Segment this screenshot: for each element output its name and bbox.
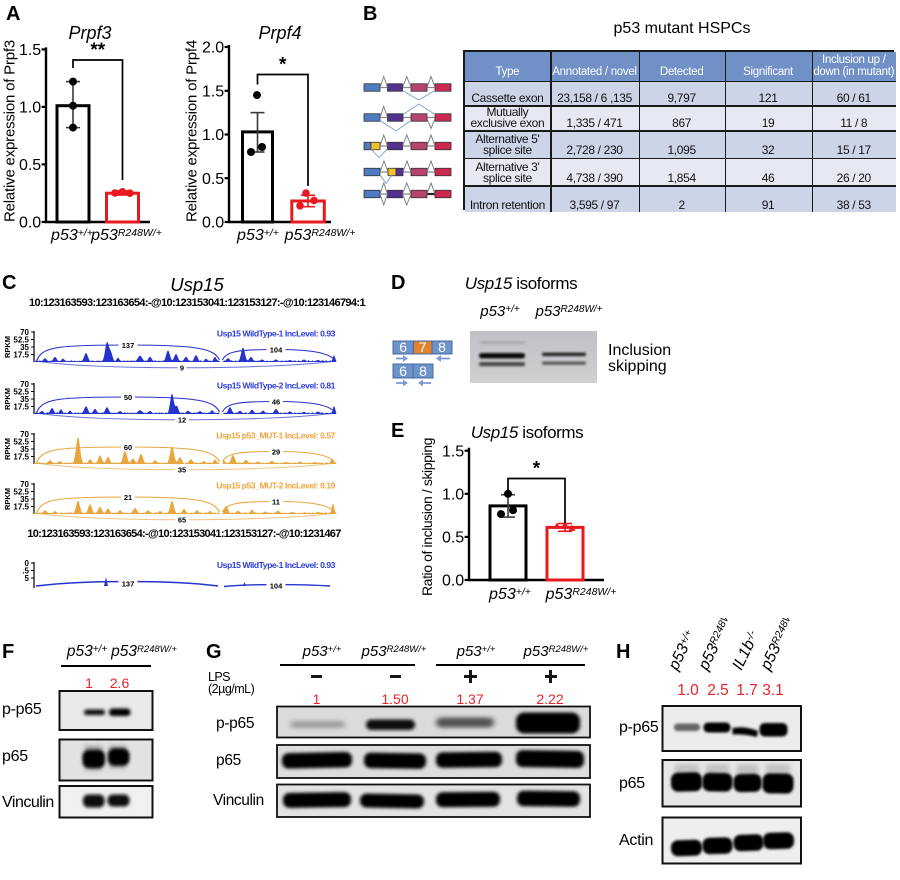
svg-text:35: 35 xyxy=(20,495,29,504)
svg-text:1.5: 1.5 xyxy=(442,443,464,460)
svg-text:0.5: 0.5 xyxy=(202,171,224,188)
svg-text:RPKM: RPKM xyxy=(3,336,12,358)
svg-text:**: ** xyxy=(90,40,105,61)
svg-text:1.0: 1.0 xyxy=(202,127,224,144)
svg-text:0: 0 xyxy=(25,559,30,568)
svg-text:Usp15 p53_MUT-2 IncLevel: 0.19: Usp15 p53_MUT-2 IncLevel: 0.19 xyxy=(216,481,335,491)
svg-text:0.5: 0.5 xyxy=(19,157,41,174)
svg-text:52.5: 52.5 xyxy=(13,336,29,345)
svg-text:RPKM: RPKM xyxy=(3,438,12,460)
svg-text:11: 11 xyxy=(272,498,280,507)
svg-text:70: 70 xyxy=(20,328,29,337)
svg-text:70: 70 xyxy=(20,380,29,389)
svg-text:8: 8 xyxy=(438,339,446,355)
svg-text:52.5: 52.5 xyxy=(13,488,29,497)
svg-text:52.5: 52.5 xyxy=(13,388,29,397)
svg-text:50: 50 xyxy=(124,393,132,402)
svg-text:RPKM: RPKM xyxy=(3,488,12,510)
svg-text:2.0: 2.0 xyxy=(202,40,224,57)
svg-text:21: 21 xyxy=(124,493,132,502)
svg-text:12: 12 xyxy=(178,416,186,425)
svg-text:1.5: 1.5 xyxy=(202,84,224,101)
svg-text:17.5: 17.5 xyxy=(13,453,29,462)
svg-text:52.5: 52.5 xyxy=(13,438,29,447)
svg-text:17.5: 17.5 xyxy=(13,403,29,412)
svg-text:0.0: 0.0 xyxy=(442,573,464,590)
svg-text:17.5: 17.5 xyxy=(13,503,29,512)
svg-text:65: 65 xyxy=(178,516,186,525)
svg-text:46: 46 xyxy=(272,398,280,407)
svg-text:1.0: 1.0 xyxy=(19,100,41,117)
svg-text:70: 70 xyxy=(20,480,29,489)
svg-text:*: * xyxy=(533,459,541,480)
svg-text:35: 35 xyxy=(20,343,29,352)
svg-text:104: 104 xyxy=(270,581,283,590)
svg-text:Usp15 p53_MUT-1 IncLevel: 0.57: Usp15 p53_MUT-1 IncLevel: 0.57 xyxy=(216,431,335,441)
svg-text:35: 35 xyxy=(20,395,29,404)
svg-text:5: 5 xyxy=(25,574,30,583)
svg-text:35: 35 xyxy=(20,445,29,454)
svg-text:9: 9 xyxy=(180,364,184,373)
svg-text:Usp15 WildType-1 IncLevel: 0.9: Usp15 WildType-1 IncLevel: 0.93 xyxy=(217,560,336,570)
svg-text:1.0: 1.0 xyxy=(442,487,464,504)
svg-text:6: 6 xyxy=(399,339,407,355)
svg-text:60: 60 xyxy=(124,443,132,452)
svg-text:.5: .5 xyxy=(22,567,29,576)
svg-text:6: 6 xyxy=(399,363,407,379)
svg-text:1.5: 1.5 xyxy=(19,42,41,59)
svg-text:RPKM: RPKM xyxy=(3,388,12,410)
svg-text:137: 137 xyxy=(122,341,135,350)
svg-text:17.5: 17.5 xyxy=(13,351,29,360)
svg-text:104: 104 xyxy=(270,346,283,355)
svg-text:29: 29 xyxy=(272,448,280,457)
svg-text:Usp15 WildType-2 IncLevel: 0.8: Usp15 WildType-2 IncLevel: 0.81 xyxy=(217,381,336,391)
svg-text:137: 137 xyxy=(122,580,135,589)
svg-text:7: 7 xyxy=(419,339,427,355)
svg-text:35: 35 xyxy=(178,466,186,475)
svg-text:8: 8 xyxy=(419,363,427,379)
svg-text:Usp15 WildType-1 IncLevel: 0.9: Usp15 WildType-1 IncLevel: 0.93 xyxy=(217,329,336,339)
svg-text:0.0: 0.0 xyxy=(202,215,224,232)
svg-text:0.0: 0.0 xyxy=(19,215,41,232)
svg-text:0.5: 0.5 xyxy=(442,530,464,547)
svg-text:70: 70 xyxy=(20,430,29,439)
svg-text:*: * xyxy=(279,55,287,76)
